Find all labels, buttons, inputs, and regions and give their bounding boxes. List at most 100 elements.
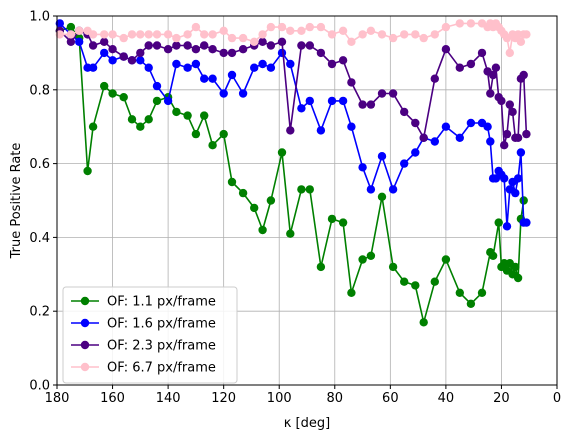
data-point: [455, 288, 464, 297]
data-point: [488, 251, 498, 260]
x-tick-label: 60: [382, 391, 399, 406]
data-point: [258, 59, 267, 69]
data-point: [55, 19, 64, 28]
legend-marker: [80, 318, 90, 328]
data-point: [366, 185, 376, 194]
data-point: [250, 37, 259, 46]
data-point: [366, 100, 376, 109]
data-point: [316, 22, 326, 32]
data-point: [455, 19, 464, 28]
data-point: [505, 100, 514, 109]
data-point: [483, 122, 492, 131]
data-point: [191, 22, 201, 32]
data-point: [250, 203, 259, 213]
series-layer: [55, 19, 531, 327]
data-point: [200, 111, 209, 120]
data-point: [358, 163, 367, 172]
y-tick-label: 0.2: [29, 305, 50, 320]
data-point: [83, 166, 92, 176]
data-point: [172, 33, 181, 43]
data-point: [327, 214, 337, 224]
data-point: [511, 188, 520, 198]
data-point: [388, 89, 398, 98]
data-point: [441, 255, 451, 264]
data-point: [505, 48, 514, 58]
data-point: [286, 126, 295, 135]
data-point: [219, 26, 228, 35]
data-point: [286, 59, 295, 69]
data-point: [163, 96, 173, 106]
data-point: [486, 137, 495, 146]
x-axis-label: κ [deg]: [284, 416, 330, 431]
data-point: [455, 133, 464, 142]
legend-item: OF: 2.3 px/frame: [71, 339, 216, 354]
series-1: [55, 22, 528, 327]
data-point: [66, 22, 76, 32]
data-point: [347, 288, 356, 297]
data-point: [513, 273, 523, 283]
data-point: [519, 196, 528, 205]
legend-item: OF: 1.1 px/frame: [71, 295, 216, 310]
data-point: [327, 59, 337, 69]
data-point: [491, 63, 501, 72]
data-point: [127, 115, 137, 124]
x-tick-label: 0: [553, 391, 561, 406]
data-point: [500, 141, 509, 150]
data-point: [297, 185, 306, 194]
data-point: [455, 63, 464, 72]
data-point: [191, 59, 201, 69]
data-point: [144, 63, 153, 72]
data-point: [172, 107, 181, 117]
data-point: [305, 22, 314, 32]
data-point: [100, 81, 109, 91]
data-point: [502, 129, 512, 139]
data-point: [238, 33, 248, 43]
data-point: [297, 26, 306, 35]
data-point: [430, 277, 439, 286]
data-point: [277, 48, 287, 58]
data-point: [358, 100, 367, 109]
data-point: [347, 122, 356, 131]
data-point: [419, 33, 428, 43]
data-point: [411, 118, 420, 128]
data-point: [100, 37, 109, 46]
data-point: [316, 262, 326, 272]
data-point: [388, 262, 398, 272]
data-point: [377, 192, 387, 201]
data-point: [477, 288, 487, 297]
data-point: [136, 30, 145, 39]
data-point: [119, 52, 128, 61]
data-point: [266, 196, 276, 205]
data-point: [136, 122, 145, 131]
data-point: [327, 96, 337, 106]
data-point: [172, 59, 181, 69]
data-point: [88, 30, 98, 39]
data-point: [400, 107, 409, 117]
data-point: [486, 89, 495, 98]
y-axis-ticks: 0.0 0.2 0.4 0.6 0.8 1.0: [29, 10, 57, 394]
data-point: [441, 22, 451, 32]
series-4: [55, 19, 531, 58]
data-point: [200, 74, 209, 83]
data-point: [338, 96, 348, 106]
data-point: [286, 26, 295, 35]
data-point: [183, 30, 192, 39]
data-point: [100, 30, 109, 39]
series-3: [55, 26, 531, 150]
data-point: [227, 70, 237, 80]
legend-label: OF: 2.3 px/frame: [107, 339, 216, 354]
data-point: [119, 93, 128, 102]
data-point: [191, 129, 201, 139]
data-point: [208, 30, 217, 39]
y-tick-label: 0.8: [29, 83, 50, 98]
data-point: [108, 45, 117, 54]
data-point: [88, 122, 98, 131]
data-point: [466, 299, 476, 308]
data-point: [238, 45, 248, 54]
data-point: [88, 41, 98, 50]
data-point: [522, 218, 531, 227]
data-point: [477, 48, 487, 58]
data-point: [430, 74, 439, 83]
data-point: [377, 89, 387, 98]
